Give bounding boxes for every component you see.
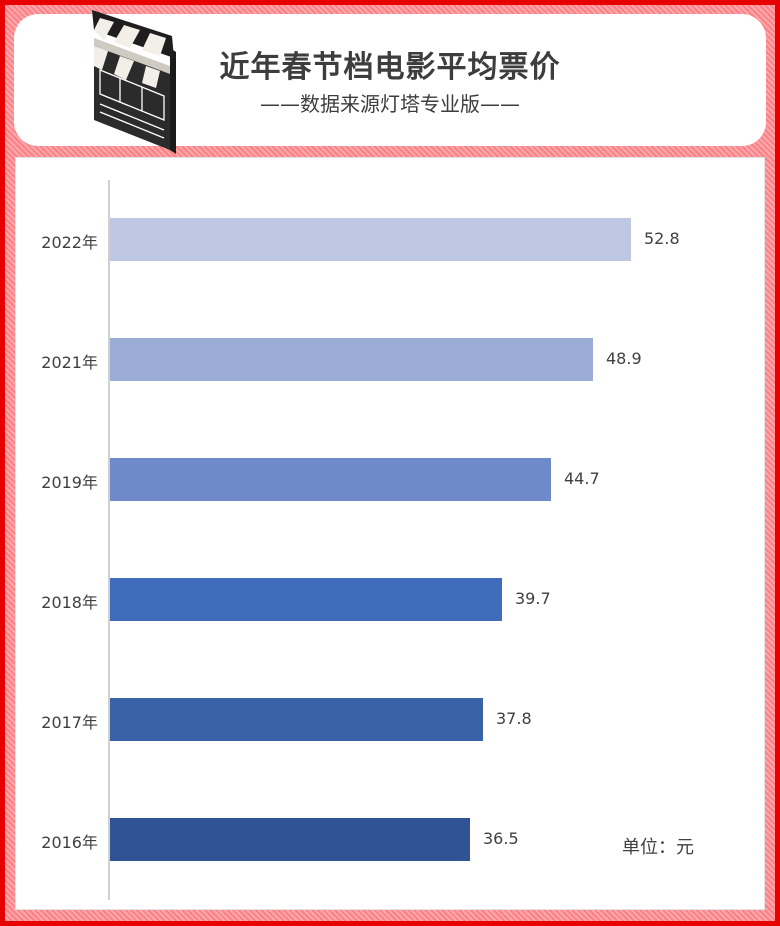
clapperboard-icon bbox=[92, 10, 176, 154]
chart-title: 近年春节档电影平均票价 bbox=[219, 50, 561, 85]
bar bbox=[110, 698, 483, 741]
value-label: 44.7 bbox=[564, 469, 600, 488]
value-label: 36.5 bbox=[483, 829, 519, 848]
bar-row: 2016年 36.5 bbox=[0, 818, 780, 861]
bar bbox=[110, 578, 502, 621]
category-label: 2021年 bbox=[41, 353, 98, 372]
bar-row: 2022年 52.8 bbox=[0, 218, 780, 261]
category-label: 2019年 bbox=[41, 473, 98, 492]
bar bbox=[110, 458, 551, 501]
value-label: 39.7 bbox=[515, 589, 551, 608]
chart-panel bbox=[15, 157, 765, 910]
bar-row: 2017年 37.8 bbox=[0, 698, 780, 741]
bar bbox=[110, 338, 593, 381]
value-label: 37.8 bbox=[496, 709, 532, 728]
category-label: 2018年 bbox=[41, 593, 98, 612]
chart-subtitle: ——数据来源灯塔专业版—— bbox=[260, 92, 520, 116]
bar-row: 2021年 48.9 bbox=[0, 338, 780, 381]
bar-row: 2019年 44.7 bbox=[0, 458, 780, 501]
category-label: 2016年 bbox=[41, 833, 98, 852]
unit-label: 单位：元 bbox=[622, 837, 694, 858]
value-label: 48.9 bbox=[606, 349, 642, 368]
bar bbox=[110, 818, 470, 861]
value-label: 52.8 bbox=[644, 229, 680, 248]
category-label: 2022年 bbox=[41, 233, 98, 252]
bar bbox=[110, 218, 631, 261]
category-label: 2017年 bbox=[41, 713, 98, 732]
bar-row: 2018年 39.7 bbox=[0, 578, 780, 621]
category-axis-line bbox=[108, 180, 110, 900]
